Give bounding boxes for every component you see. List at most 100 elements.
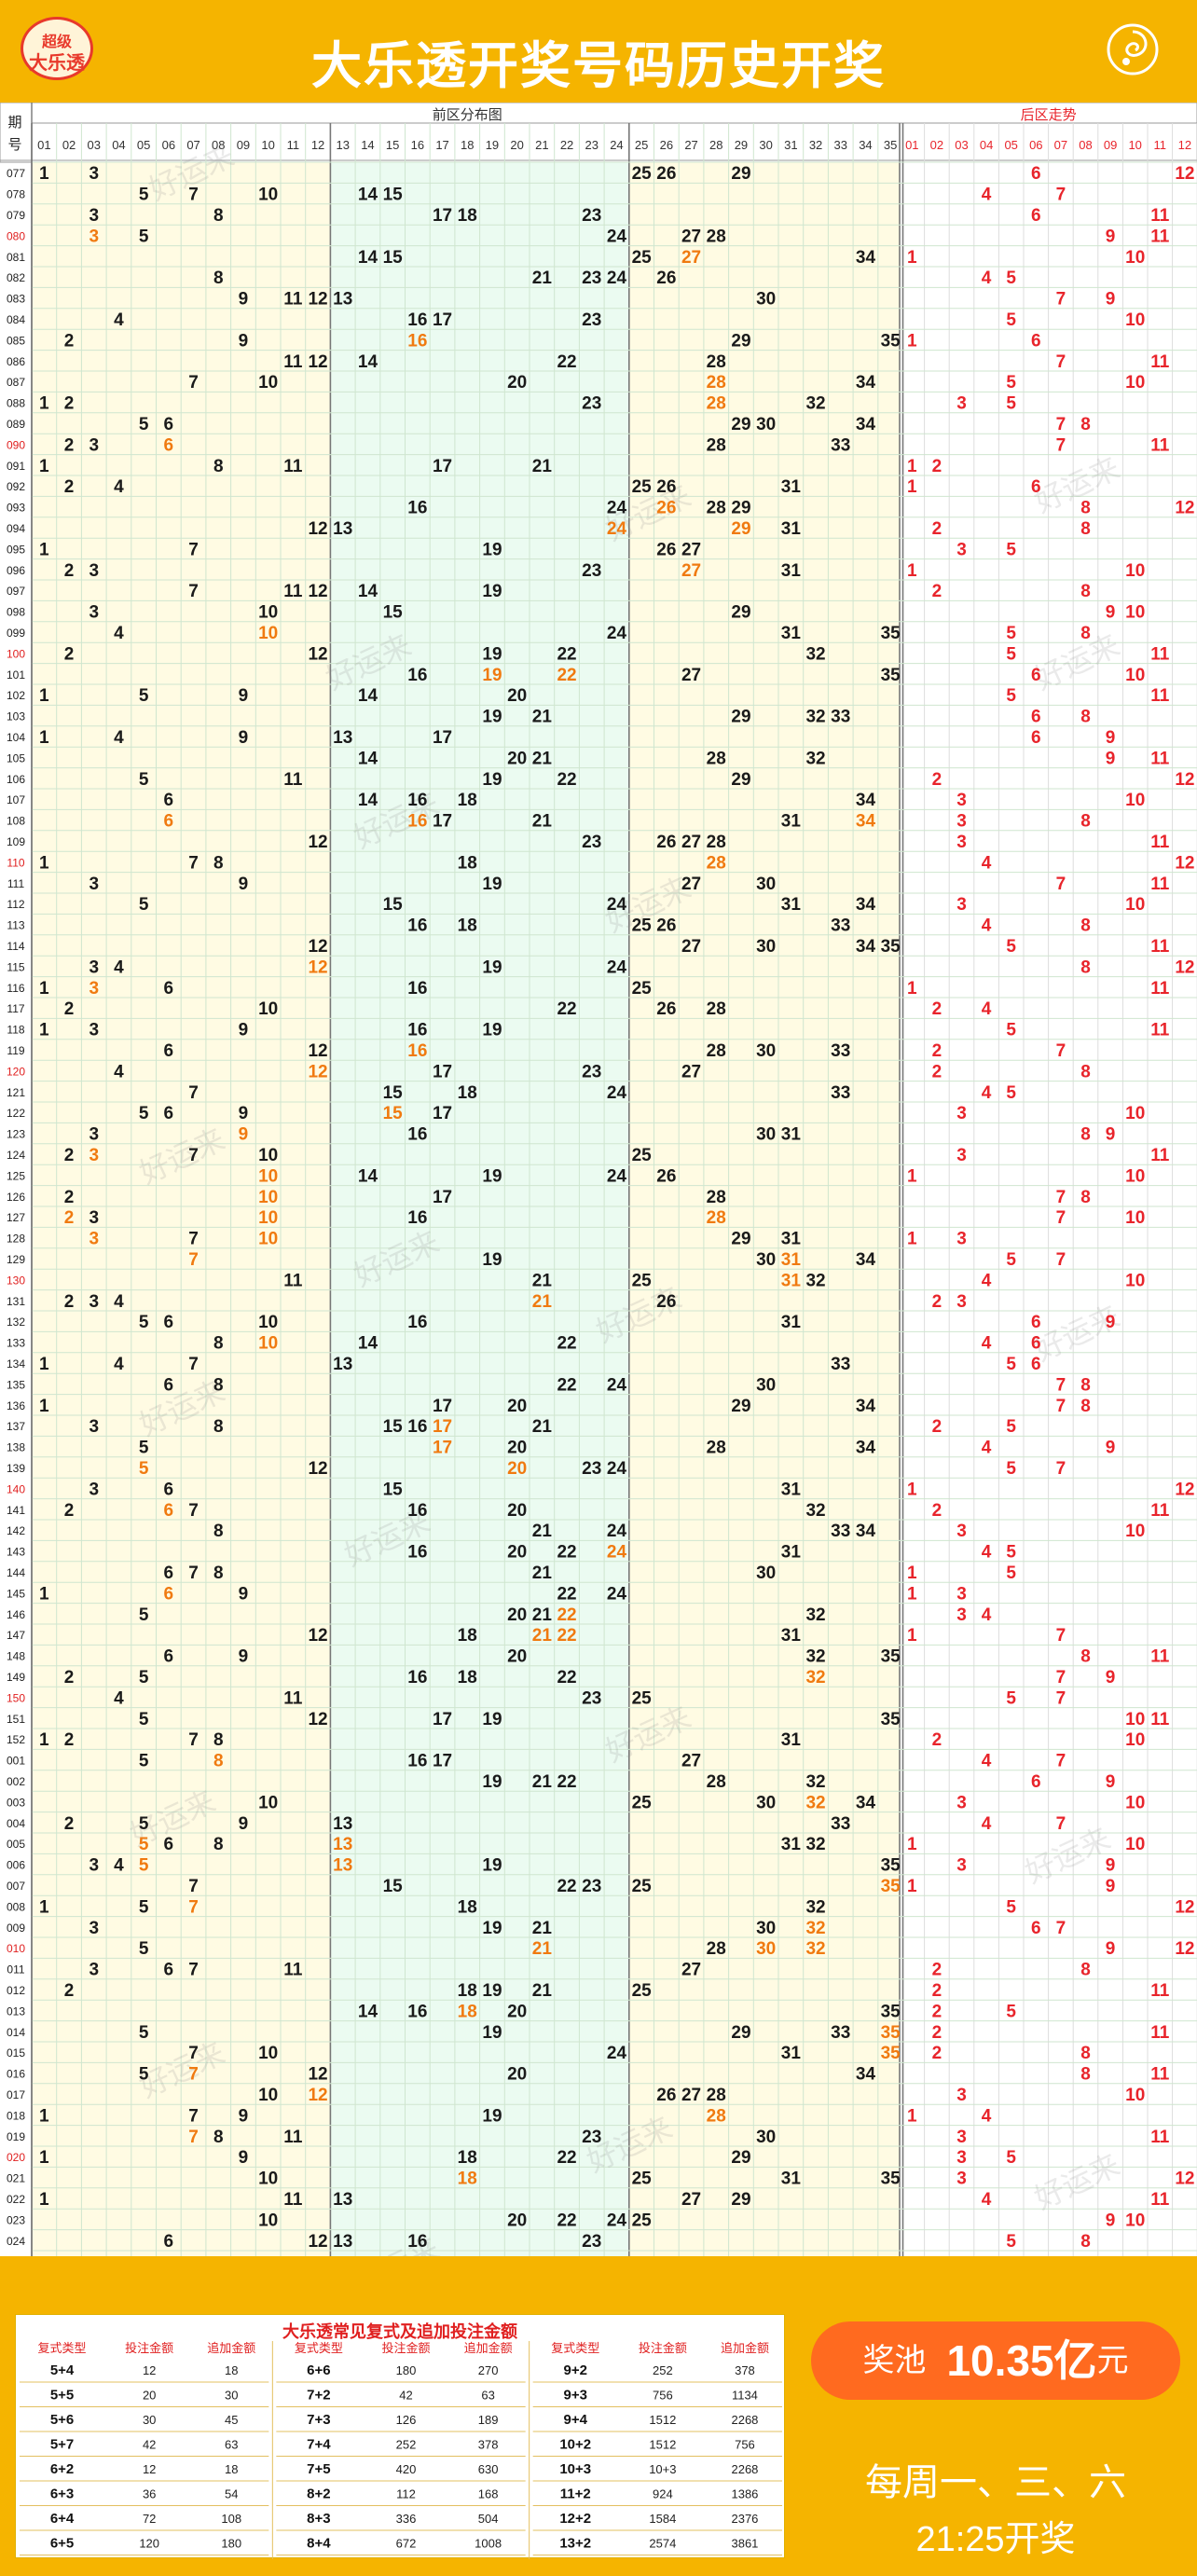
back-number: 7 <box>1056 1188 1066 1207</box>
back-number: 8 <box>1080 1961 1091 1980</box>
front-number: 32 <box>805 1919 825 1938</box>
front-number: 9 <box>239 1814 249 1834</box>
front-number: 21 <box>532 1626 553 1646</box>
front-number: 5 <box>139 1835 149 1854</box>
front-number: 8 <box>213 457 224 476</box>
back-number: 5 <box>1006 686 1016 706</box>
front-number: 3 <box>89 603 99 623</box>
front-number: 9 <box>239 331 249 351</box>
front-number: 21 <box>532 457 553 476</box>
front-number: 21 <box>532 1939 553 1959</box>
front-number: 22 <box>557 352 576 372</box>
back-number: 11 <box>1150 749 1170 768</box>
swirl-logo-icon[interactable] <box>1104 21 1162 78</box>
front-number: 8 <box>213 1752 224 1771</box>
front-number: 14 <box>358 749 378 768</box>
front-number: 30 <box>756 1375 776 1395</box>
front-number: 27 <box>681 1961 701 1980</box>
back-number: 3 <box>956 1104 967 1123</box>
front-number: 30 <box>756 1250 776 1270</box>
front-number: 21 <box>532 708 553 727</box>
draw-days: 每周一、三、六 <box>865 2462 1126 2503</box>
back-col-header: 01 <box>905 138 918 152</box>
prize-cell: 12+2 <box>559 2511 591 2527</box>
front-col-header: 31 <box>784 138 797 152</box>
front-number: 5 <box>139 1313 149 1332</box>
front-number: 27 <box>681 1062 701 1081</box>
front-number: 3 <box>89 1230 99 1249</box>
period-label: 014 <box>7 2026 25 2039</box>
back-number: 7 <box>1056 435 1066 455</box>
prize-cell: 9+2 <box>564 2362 587 2378</box>
prize-cell: 168 <box>478 2487 499 2501</box>
front-col-header: 35 <box>884 138 897 152</box>
front-number: 26 <box>656 269 676 288</box>
front-col-header: 12 <box>311 138 324 152</box>
back-number: 9 <box>1106 227 1116 246</box>
front-number: 30 <box>756 1041 776 1061</box>
prize-cell: 2376 <box>731 2512 758 2526</box>
back-number: 7 <box>1056 1919 1066 1938</box>
front-number: 16 <box>407 812 427 832</box>
front-number: 34 <box>856 415 876 434</box>
back-number: 1 <box>907 1166 917 1186</box>
back-number: 7 <box>1056 1668 1066 1687</box>
front-number: 26 <box>656 540 676 559</box>
front-number: 28 <box>707 373 726 393</box>
front-number: 10 <box>258 1230 278 1249</box>
back-number: 4 <box>982 2190 992 2210</box>
front-number: 35 <box>881 937 901 957</box>
prize-table: 复式类型 投注金额 追加金额 5+4 12 18 5+5 20 30 5+6 30 45 5+7 42 63… <box>15 2314 785 2559</box>
front-col-header: 34 <box>859 138 872 152</box>
front-number: 16 <box>407 1668 427 1687</box>
front-number: 28 <box>707 833 726 852</box>
front-number: 16 <box>407 916 427 936</box>
prize-cell: 1584 <box>649 2512 676 2526</box>
period-label: 009 <box>7 1922 25 1935</box>
front-number: 17 <box>433 1752 452 1771</box>
back-number: 2 <box>932 1961 942 1980</box>
front-number: 7 <box>188 1355 199 1374</box>
front-number: 6 <box>164 1647 174 1667</box>
front-number: 16 <box>407 1125 427 1145</box>
front-number: 27 <box>681 2086 701 2105</box>
app-header: 超级 大乐透 大乐透开奖号码历史开奖 <box>0 0 1197 103</box>
period-label: 115 <box>7 960 24 973</box>
front-number: 34 <box>856 1793 876 1812</box>
front-col-header: 01 <box>37 138 50 152</box>
front-number: 3 <box>89 435 99 455</box>
period-label: 013 <box>7 2004 25 2018</box>
back-number: 5 <box>1006 373 1016 393</box>
prize-col-header: 复式类型 <box>295 2341 343 2355</box>
prize-cell: 126 <box>396 2413 417 2427</box>
back-number: 3 <box>956 1146 967 1165</box>
front-number: 32 <box>805 1772 825 1792</box>
front-number: 6 <box>164 1584 174 1604</box>
front-number: 7 <box>188 582 199 601</box>
front-number: 13 <box>333 2190 352 2210</box>
back-col-header: 10 <box>1128 138 1141 152</box>
front-number: 22 <box>557 1543 576 1563</box>
prize-col-header: 投注金额 <box>381 2341 430 2355</box>
front-number: 25 <box>632 164 653 184</box>
front-number: 12 <box>308 2232 327 2252</box>
front-number: 35 <box>881 1856 901 1876</box>
back-number: 8 <box>1080 1647 1091 1667</box>
back-col-header: 08 <box>1079 138 1092 152</box>
front-number: 4 <box>114 624 124 643</box>
front-number: 35 <box>881 1877 901 1896</box>
front-number: 19 <box>482 1250 502 1270</box>
zone-bg-3 <box>628 162 903 2256</box>
front-number: 11 <box>283 1688 303 1708</box>
period-label: 023 <box>7 2213 25 2226</box>
back-number: 9 <box>1106 1772 1116 1792</box>
front-number: 15 <box>383 1083 404 1103</box>
front-number: 19 <box>482 957 502 977</box>
front-number: 14 <box>358 2002 378 2021</box>
period-label: 149 <box>7 1671 25 1684</box>
front-col-header: 06 <box>162 138 175 152</box>
prize-cell: 252 <box>396 2438 417 2452</box>
prize-cell: 10+3 <box>559 2461 591 2477</box>
back-number: 11 <box>1150 2190 1170 2210</box>
front-number: 3 <box>89 875 99 894</box>
